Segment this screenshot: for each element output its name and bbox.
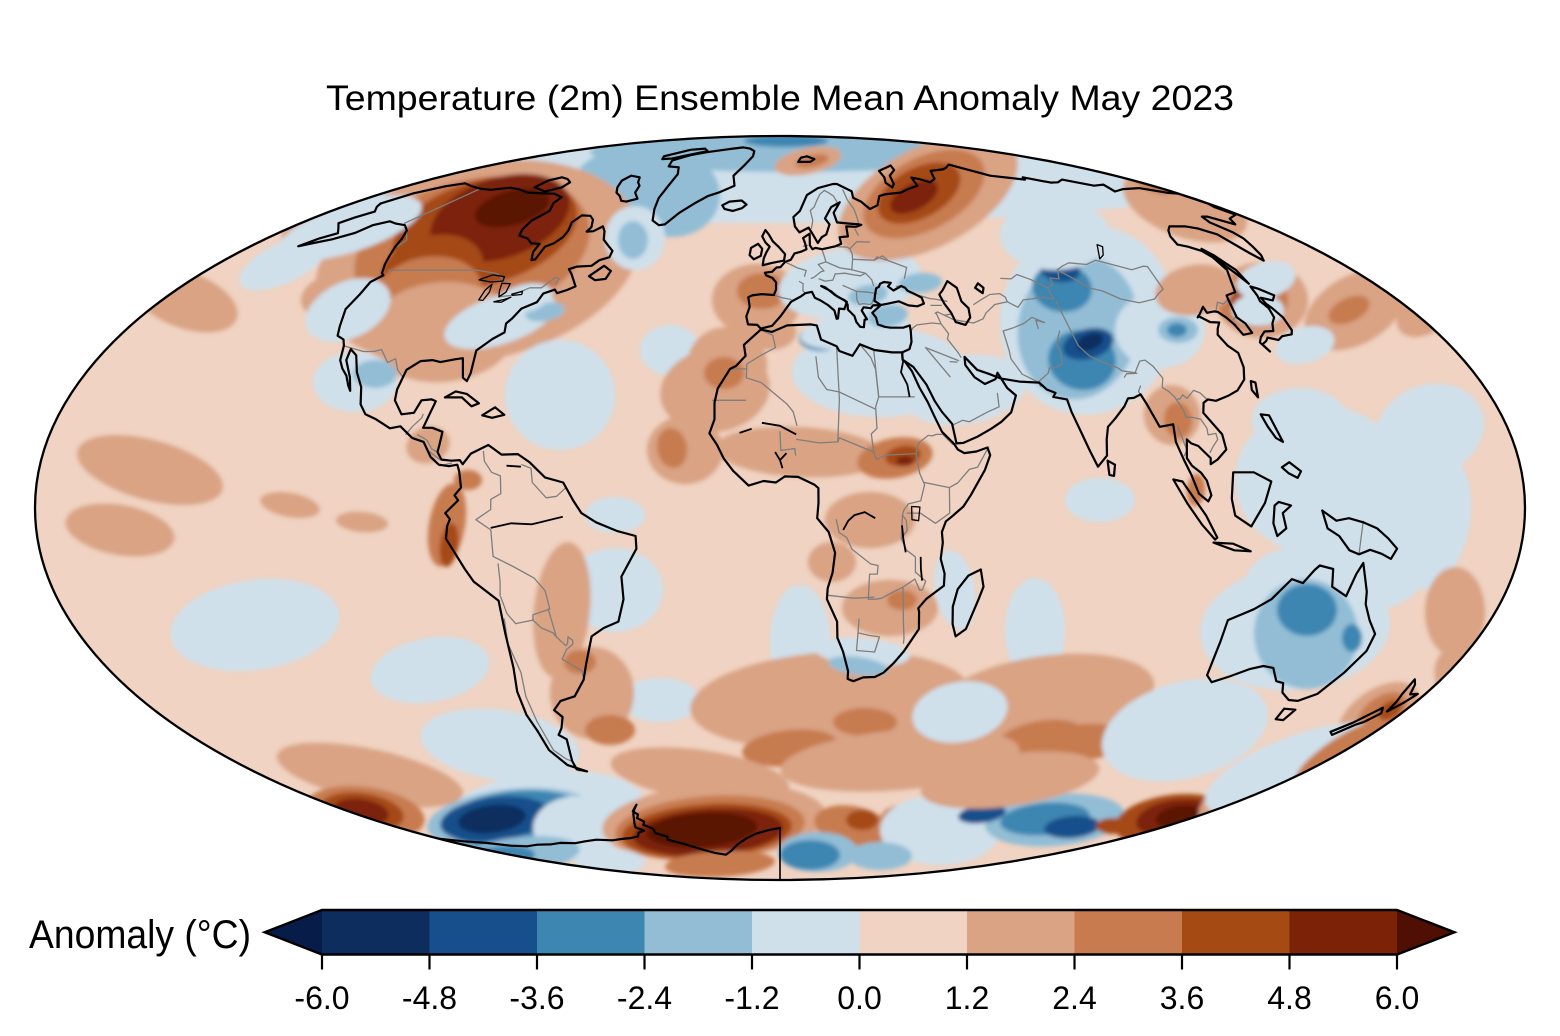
svg-text:-4.8: -4.8 <box>402 980 457 1016</box>
svg-text:0.0: 0.0 <box>837 980 881 1016</box>
svg-text:6.0: 6.0 <box>1375 980 1419 1016</box>
svg-text:1.2: 1.2 <box>945 980 989 1016</box>
svg-text:2.4: 2.4 <box>1052 980 1096 1016</box>
svg-text:-2.4: -2.4 <box>617 980 672 1016</box>
svg-text:-6.0: -6.0 <box>294 980 349 1016</box>
svg-text:-1.2: -1.2 <box>724 980 779 1016</box>
svg-text:3.6: 3.6 <box>1160 980 1204 1016</box>
svg-text:-3.6: -3.6 <box>509 980 564 1016</box>
svg-text:Temperature (2m) Ensemble Mean: Temperature (2m) Ensemble Mean Anomaly M… <box>326 79 1234 118</box>
svg-text:4.8: 4.8 <box>1267 980 1311 1016</box>
svg-text:Anomaly (°C): Anomaly (°C) <box>29 913 251 957</box>
